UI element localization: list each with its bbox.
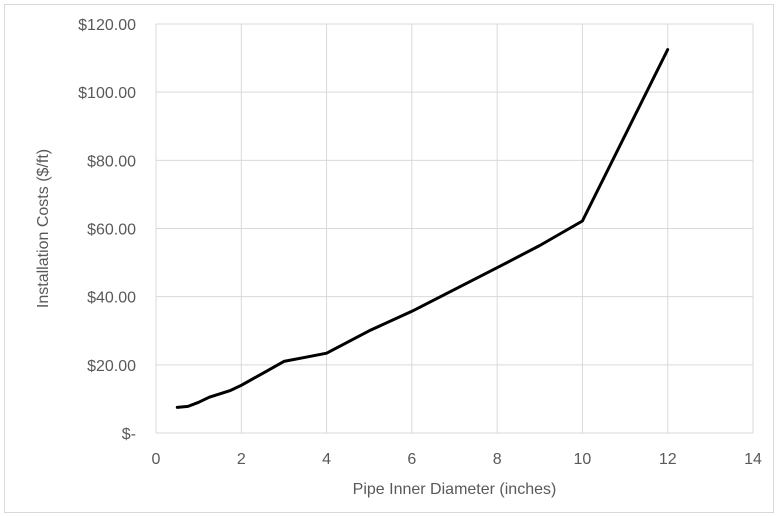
y-tick-label: $60.00 <box>87 222 136 239</box>
series-line <box>175 48 670 409</box>
y-tick-label: $100.00 <box>78 85 136 102</box>
x-tick-label: 10 <box>574 451 592 468</box>
y-tick-label: $- <box>122 426 136 443</box>
y-axis-tick-labels: $- $20.00 $40.00 $60.00 $80.00 $100.00 $120.00 <box>78 17 136 443</box>
y-tick-label: $120.00 <box>78 17 136 34</box>
x-tick-label: 14 <box>744 451 762 468</box>
x-tick-label: 4 <box>322 451 331 468</box>
x-axis-tick-labels: 0 2 4 6 8 10 12 14 <box>152 451 762 468</box>
y-axis-title: Installation Costs ($/ft) <box>35 149 52 308</box>
gridlines <box>155 23 754 434</box>
x-axis-title: Pipe Inner Diameter (inches) <box>353 481 557 498</box>
x-tick-label: 2 <box>237 451 246 468</box>
y-tick-label: $40.00 <box>87 290 136 307</box>
x-tick-label: 6 <box>407 451 416 468</box>
chart-area <box>4 4 774 513</box>
x-tick-label: 12 <box>659 451 677 468</box>
x-tick-label: 0 <box>152 451 161 468</box>
x-tick-label: 8 <box>493 451 502 468</box>
y-tick-label: $80.00 <box>87 153 136 170</box>
y-tick-label: $20.00 <box>87 358 136 375</box>
